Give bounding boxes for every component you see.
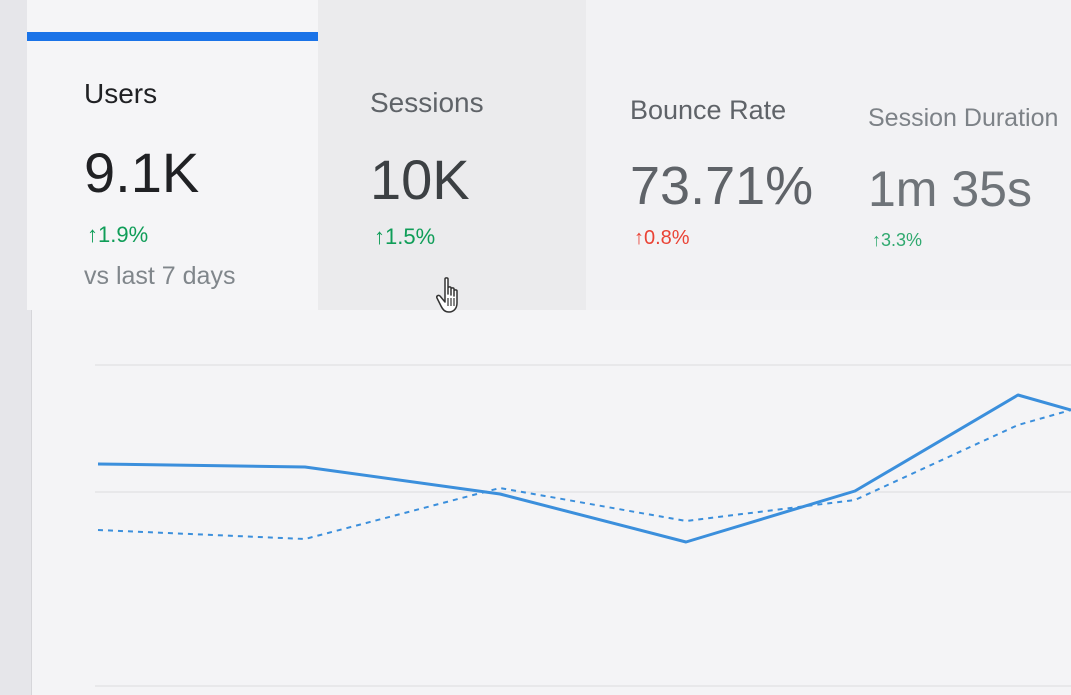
metric-tab-users[interactable] xyxy=(27,0,318,310)
session-duration-delta: ↑3.3% xyxy=(872,230,922,251)
active-tab-indicator xyxy=(27,32,318,41)
bounce-rate-delta: ↑0.8% xyxy=(634,227,690,250)
session-duration-label: Session Duration xyxy=(868,104,1059,132)
sessions-label: Sessions xyxy=(370,87,484,118)
bounce-rate-delta-value: 0.8% xyxy=(644,227,690,249)
arrow-up-icon: ↑ xyxy=(634,227,644,249)
bounce-rate-value: 73.71% xyxy=(630,156,814,216)
arrow-up-icon: ↑ xyxy=(872,230,881,250)
arrow-up-icon: ↑ xyxy=(374,224,385,249)
series-line-previous-period xyxy=(97,409,1071,541)
sessions-delta-value: 1.5% xyxy=(385,224,436,249)
chart-grid xyxy=(95,364,1071,687)
series-line-current-period xyxy=(97,393,1071,544)
users-delta-value: 1.9% xyxy=(98,222,149,247)
bounce-rate-label: Bounce Rate xyxy=(630,95,787,125)
users-label: Users xyxy=(84,78,158,109)
users-value: 9.1K xyxy=(84,141,200,204)
arrow-up-icon: ↑ xyxy=(87,222,98,247)
screen-left-edge xyxy=(0,0,32,695)
screen-left-edge-line xyxy=(31,0,32,695)
sessions-value: 10K xyxy=(370,148,470,211)
hand-pointer-icon xyxy=(436,277,458,313)
session-duration-value: 1m 35s xyxy=(868,161,1032,217)
comparison-period-text: vs last 7 days xyxy=(84,262,236,290)
metric-tab-sessions[interactable] xyxy=(318,0,586,310)
sessions-delta: ↑1.5% xyxy=(374,224,435,250)
session-duration-delta-value: 3.3% xyxy=(881,230,923,250)
users-delta: ↑1.9% xyxy=(87,222,148,248)
line-chart xyxy=(95,364,1071,687)
metric-tab-bounce-rate[interactable] xyxy=(586,0,1071,310)
